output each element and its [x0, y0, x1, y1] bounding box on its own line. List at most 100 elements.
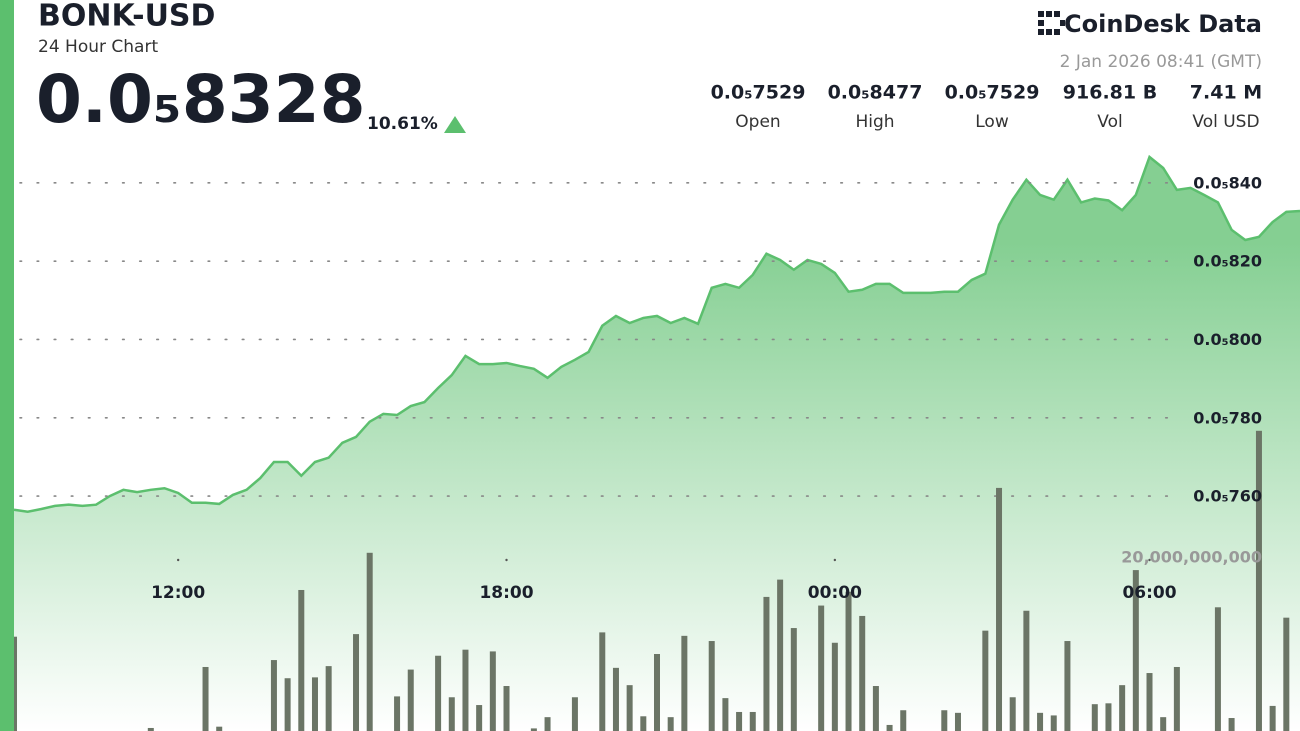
y-tick-label: 0.0₅780 [1193, 408, 1262, 427]
volume-bar [544, 717, 551, 731]
change: 10.61% [367, 114, 438, 134]
volume-bar [503, 686, 510, 731]
volume-bar [1214, 607, 1221, 731]
volume-bar [763, 596, 770, 731]
volume-bar [1105, 703, 1112, 731]
volume-bar [886, 724, 893, 731]
subtitle: 24 Hour Chart [38, 37, 158, 57]
price: 0.0₅8328 [36, 61, 366, 138]
volume-bar [462, 649, 469, 731]
volume-bar [1255, 430, 1262, 731]
volume-bar [394, 696, 401, 731]
plot: 0.0₅760 0.0₅780 0.0₅800 0.0₅820 0.0₅840 20,00… [11, 154, 1300, 731]
volume-bar [216, 726, 223, 731]
volume-bar [1283, 617, 1290, 731]
volume-bar [831, 642, 838, 731]
stats: 0.0₅7529 Open 0.0₅8477 High 0.0₅7529 Low 916.8… [711, 82, 1263, 133]
volume-bar [708, 641, 715, 731]
symbol: BONK-USD [38, 0, 215, 34]
volume-bar [872, 686, 879, 731]
stat-value: 0.0₅8477 [828, 82, 923, 104]
stat-value: 0.0₅7529 [711, 82, 806, 104]
x-tick-label: 06:00 [1122, 583, 1176, 603]
volume-bar [1037, 712, 1044, 731]
volume-bar [954, 712, 961, 731]
stat-value: 7.41 M [1190, 82, 1262, 104]
stat-label: High [855, 112, 894, 132]
volume-bar [982, 630, 989, 731]
stat-label: Low [975, 112, 1009, 132]
volume-bar [448, 697, 455, 731]
volume-bar [435, 655, 442, 731]
volume-bar [1132, 570, 1139, 731]
volume-bar [749, 711, 756, 731]
volume-bar [845, 591, 852, 731]
stat-value: 0.0₅7529 [945, 82, 1040, 104]
volume-bar [353, 634, 360, 731]
accent-bar [0, 0, 14, 731]
volume-bar [1146, 673, 1153, 731]
volume-bar [790, 628, 797, 731]
x-tick-label: 12:00 [151, 583, 205, 603]
stat-value: 916.81 B [1063, 82, 1157, 104]
x-tick-label: 18:00 [479, 583, 533, 603]
up-arrow [444, 116, 466, 133]
x-tick-label: 00:00 [808, 583, 862, 603]
brand: CoinDesk Data [1064, 10, 1262, 38]
volume-bar [1064, 641, 1071, 731]
price-area [14, 157, 1300, 731]
volume-bar [996, 487, 1003, 731]
volume-bar [476, 705, 483, 731]
price-line [13, 154, 1300, 514]
volume-bar [407, 669, 414, 731]
volume-bar [1050, 715, 1057, 731]
volume-bar [366, 552, 373, 731]
volume-bar [571, 697, 578, 731]
volume-bar [818, 605, 825, 731]
x-tick-mark [1148, 558, 1151, 562]
volume-bar [736, 711, 743, 731]
volume-bar [626, 685, 633, 731]
volume-bar [667, 717, 674, 731]
volume-bar [777, 579, 784, 731]
volume-bar [612, 667, 619, 731]
volume-bar [722, 698, 729, 731]
volume-bar [900, 710, 907, 731]
volume-bar [1119, 685, 1126, 731]
volume-bar [270, 660, 277, 731]
volume-bar [1160, 717, 1167, 731]
volume-bar [489, 651, 496, 731]
volume-bar [599, 632, 606, 731]
y-tick-label: 0.0₅760 [1193, 487, 1262, 506]
volume-bar [284, 678, 291, 731]
stat-label: Vol [1097, 112, 1122, 132]
volume-bar [1228, 718, 1235, 731]
volume-bar [681, 635, 688, 731]
timestamp: 2 Jan 2026 08:41 (GMT) [1060, 52, 1262, 72]
x-tick-mark [833, 558, 837, 562]
volume-bar [654, 654, 660, 731]
volume-bar [1269, 705, 1276, 731]
volume-bar [147, 727, 154, 731]
volume-bar [311, 677, 318, 731]
logo-icon [1038, 11, 1065, 35]
volume-bar [859, 615, 866, 731]
y-tick-label: 0.0₅800 [1193, 330, 1262, 349]
volume-bar [1091, 704, 1098, 731]
volume-bar [530, 728, 537, 731]
y-tick-label: 0.0₅840 [1193, 173, 1262, 192]
y-tick-label: 0.0₅820 [1193, 252, 1262, 271]
volume-bar [298, 589, 305, 731]
volume-bar [202, 666, 209, 731]
volume-bar [941, 710, 948, 731]
stat-label: Open [735, 112, 780, 132]
volume-bar [640, 716, 647, 731]
y2-tick-label: 20,000,000,000 [1121, 547, 1262, 566]
x-tick-mark [505, 558, 508, 562]
volume-bar [1009, 697, 1016, 731]
volume-bar [1173, 666, 1180, 731]
stat-label: Vol USD [1192, 112, 1259, 132]
volume-bar [1023, 610, 1030, 731]
